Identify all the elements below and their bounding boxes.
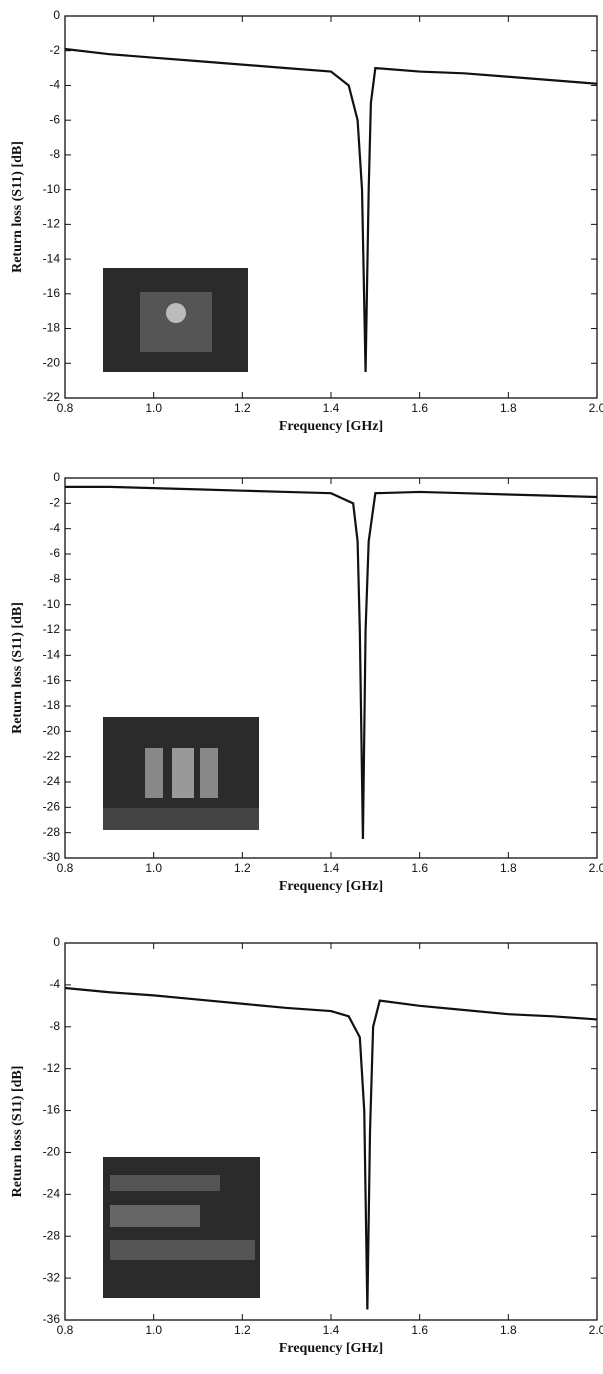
y-tick-label: -4 [49,977,60,991]
x-tick-label: 1.6 [411,861,428,875]
y-axis-label: Return loss (S11) [dB] [10,602,25,734]
x-tick-label: 1.0 [145,401,162,415]
y-tick-label: -32 [43,1270,61,1284]
x-tick-label: 0.8 [57,861,74,875]
y-tick-label: -26 [43,800,61,814]
y-tick-label: -14 [43,648,61,662]
y-tick-label: -24 [43,774,61,788]
y-axis-label: Return loss (S11) [dB] [10,141,25,273]
y-tick-label: -6 [49,546,60,560]
y-tick-label: -2 [49,496,60,510]
y-tick-label: -4 [49,521,60,535]
y-tick-label: -8 [49,572,60,586]
x-tick-label: 1.6 [411,401,428,415]
y-tick-label: -10 [43,597,61,611]
x-tick-label: 2.0 [589,861,603,875]
y-tick-label: -4 [49,78,60,92]
y-tick-label: -20 [43,355,61,369]
y-tick-label: -28 [43,825,61,839]
y-tick-label: -16 [43,286,61,300]
y-axis-label: Return loss (S11) [dB] [10,1066,25,1198]
x-tick-label: 1.8 [500,401,517,415]
y-tick-label: -12 [43,622,61,636]
y-tick-label: -36 [43,1312,61,1326]
x-tick-label: 1.0 [145,1323,162,1337]
y-tick-label: 0 [53,935,60,949]
y-tick-label: -12 [43,217,61,231]
inset-photo [103,268,248,372]
x-tick-label: 0.8 [57,401,74,415]
data-line [64,47,598,372]
y-tick-label: 0 [53,470,60,484]
y-tick-label: -28 [43,1228,61,1242]
y-tick-label: -12 [43,1061,61,1075]
y-tick-label: -16 [43,673,61,687]
x-tick-label: 1.4 [323,861,340,875]
y-tick-label: -14 [43,251,61,265]
x-tick-label: 1.6 [411,1323,428,1337]
y-tick-label: 0 [53,8,60,22]
x-tick-label: 1.8 [500,861,517,875]
x-tick-label: 2.0 [589,401,603,415]
inset-photo [103,1157,260,1298]
y-tick-label: -20 [43,1145,61,1159]
x-tick-label: 1.2 [234,1323,251,1337]
y-tick-label: -10 [43,182,61,196]
x-axis-label: Frequency [GHz] [279,419,383,434]
x-tick-label: 1.2 [234,861,251,875]
y-tick-label: -2 [49,43,60,57]
y-tick-label: -16 [43,1103,61,1117]
y-tick-label: -6 [49,112,60,126]
y-tick-label: -30 [43,850,61,864]
x-tick-label: 1.4 [323,1323,340,1337]
y-tick-label: -18 [43,698,61,712]
x-tick-label: 1.2 [234,401,251,415]
y-tick-label: -22 [43,390,61,404]
data-line [64,986,598,1310]
y-tick-label: -22 [43,749,61,763]
x-tick-label: 0.8 [57,1323,74,1337]
y-tick-label: -8 [49,1019,60,1033]
data-line [65,485,598,840]
x-tick-label: 1.8 [500,1323,517,1337]
y-tick-label: -24 [43,1187,61,1201]
inset-photo [103,717,259,830]
y-tick-label: -18 [43,321,61,335]
x-tick-label: 1.4 [323,401,340,415]
x-tick-label: 2.0 [589,1323,603,1337]
x-axis-label: Frequency [GHz] [279,879,383,894]
x-tick-label: 1.0 [145,861,162,875]
y-tick-label: -8 [49,147,60,161]
y-tick-label: -20 [43,724,61,738]
x-axis-label: Frequency [GHz] [279,1341,383,1356]
